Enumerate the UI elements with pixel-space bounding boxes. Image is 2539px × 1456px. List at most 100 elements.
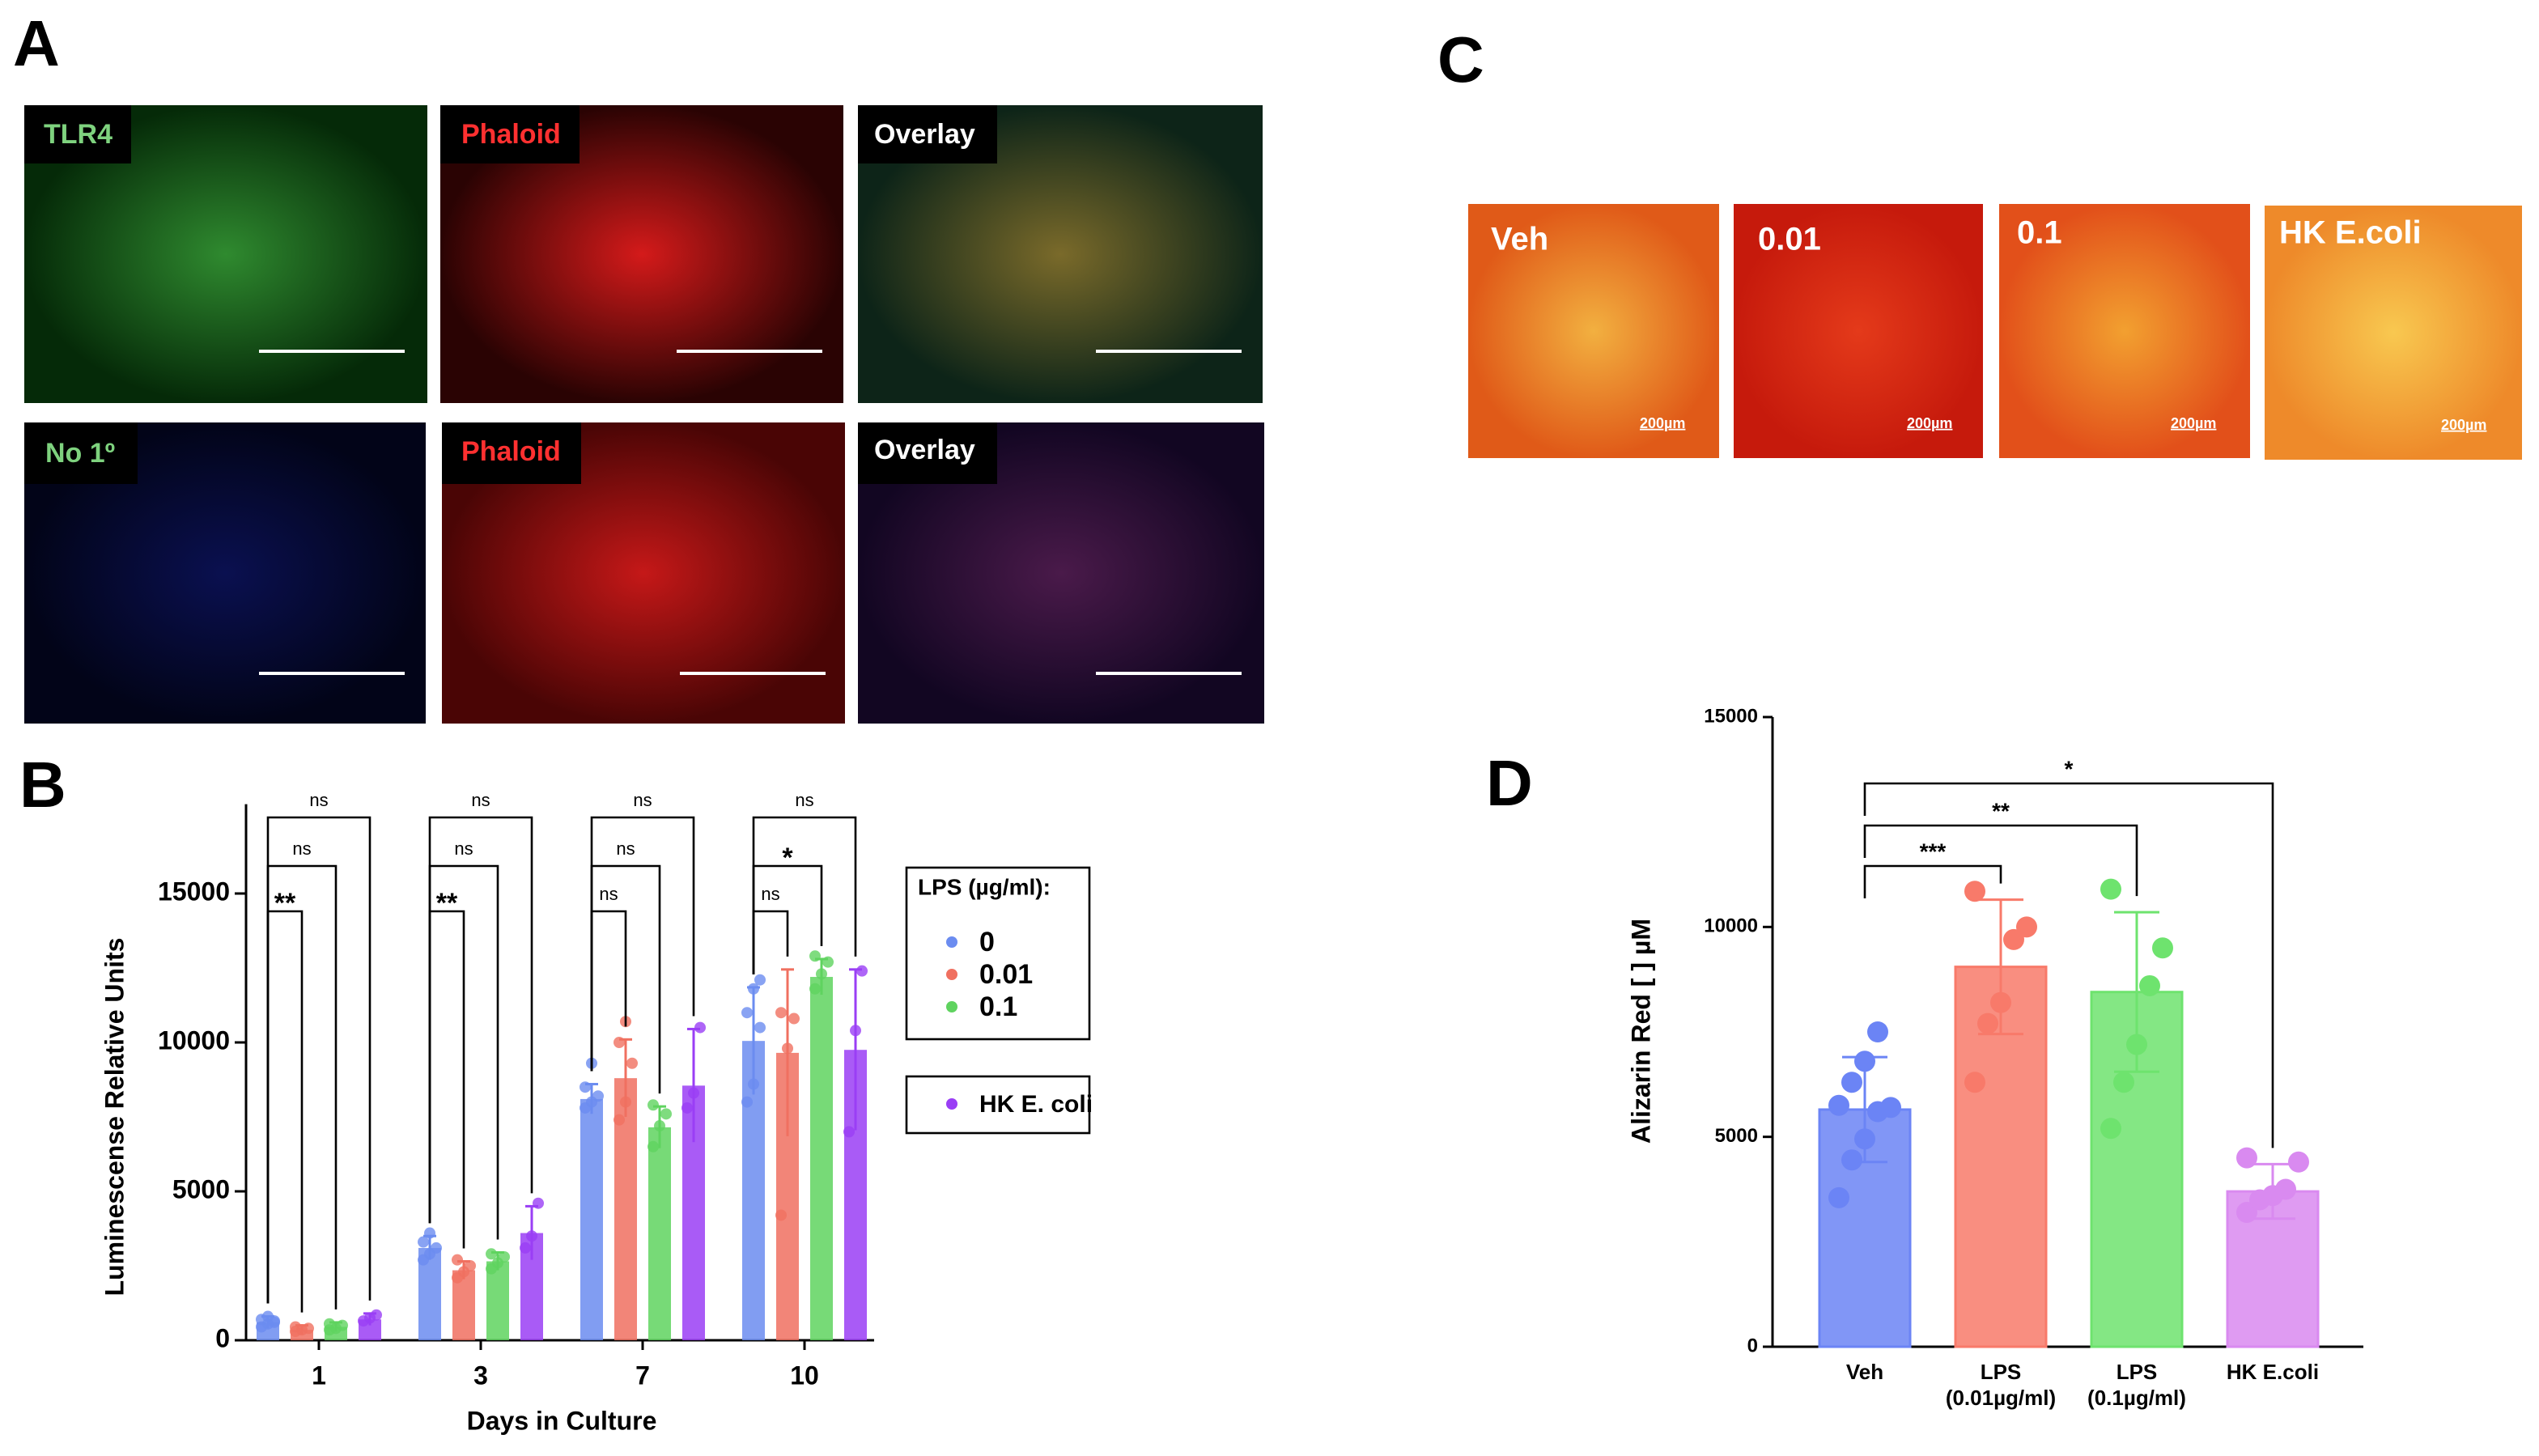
data-point [681, 1102, 693, 1114]
data-point [580, 1081, 591, 1093]
x-tick-label-box: Veh [1845, 1360, 1884, 1384]
significance-bracket [1863, 864, 2002, 898]
data-point [2152, 937, 2173, 959]
x-tick-label-box: LPS (0.01µg/ml) [1945, 1360, 2057, 1410]
data-point [1854, 1051, 1875, 1072]
data-point [1841, 1072, 1862, 1093]
data-point [2016, 916, 2037, 938]
data-point [614, 1114, 625, 1126]
data-point [526, 1230, 537, 1242]
y-tick-label: 5000 [172, 1174, 230, 1203]
data-point [809, 983, 821, 995]
image-label: Phaloid [461, 119, 561, 150]
bar [648, 1127, 671, 1340]
data-point [647, 1099, 659, 1111]
y-tick-label: 0 [215, 1323, 230, 1352]
data-point [775, 1209, 787, 1221]
y-tick-label: 0 [1747, 1335, 1758, 1356]
image-label: 0.1 [2017, 215, 2062, 251]
y-tick-label: 15000 [1704, 705, 1758, 727]
data-point [418, 1236, 429, 1248]
data-point [788, 1012, 800, 1025]
x-tick-label: LPS (0.01µg/ml) [1945, 1360, 2057, 1410]
x-tick-label-box: HK E.coli [2227, 1360, 2319, 1384]
x-tick-label: 3 [473, 1360, 488, 1390]
data-point [816, 968, 827, 980]
significance-bracket [266, 816, 372, 1304]
data-point [2236, 1147, 2257, 1169]
data-point [337, 1319, 348, 1331]
legend-box [905, 1075, 1091, 1135]
legend-label: 0 [979, 927, 995, 957]
x-tick-label: 10 [790, 1360, 819, 1390]
image-label: TLR4 [44, 119, 113, 150]
significance-bracket [428, 910, 465, 1249]
label-box [858, 422, 997, 484]
data-point [520, 1242, 531, 1254]
data-point [688, 1087, 699, 1099]
data-point [754, 974, 766, 986]
data-point [660, 1108, 672, 1120]
legend-label: 0.01 [979, 959, 1033, 990]
data-point [2003, 928, 2024, 950]
significance-bracket [428, 816, 533, 1224]
data-point [1990, 991, 2011, 1013]
data-point [269, 1315, 280, 1327]
data-point [2100, 878, 2121, 900]
legend-marker [946, 1001, 957, 1012]
x-tick-label: LPS (0.1µg/ml) [2087, 1360, 2186, 1410]
data-point [1867, 1021, 1888, 1042]
x-tick-label: 1 [312, 1360, 326, 1390]
significance-bracket [752, 910, 789, 974]
significance-bracket [590, 816, 695, 1072]
scale-bar-label: 200µm [2171, 415, 2216, 431]
data-point [626, 1057, 638, 1069]
data-point [452, 1254, 463, 1266]
legend-box [905, 866, 1091, 1041]
data-point [748, 983, 759, 995]
data-point [647, 1140, 659, 1152]
significance-bracket [266, 910, 304, 1313]
panel-letter: B [19, 749, 66, 821]
data-point [856, 965, 868, 977]
data-point [424, 1227, 435, 1239]
significance-label: ns [599, 884, 618, 904]
image-label: Overlay [874, 119, 975, 150]
panel-letter: D [1486, 747, 1533, 819]
significance-label: *** [1920, 838, 1947, 864]
significance-label: ** [274, 888, 296, 919]
data-point [850, 1025, 861, 1037]
data-point [1828, 1094, 1849, 1116]
significance-bracket [752, 816, 857, 974]
scale-bars [259, 350, 1242, 675]
stain-image [1734, 204, 1983, 458]
bar [580, 1098, 603, 1340]
stain-images: Veh 0.01 0.1 HK E.coli 200µm 200µm 200µm… [1468, 204, 2522, 460]
image-label: HK E.coli [2279, 215, 2422, 251]
legend-label: 0.1 [979, 991, 1017, 1022]
significance-bracket [1863, 824, 2138, 897]
x-tick-label: Veh [1845, 1360, 1884, 1384]
data-point [2275, 1178, 2296, 1200]
data-point [2126, 1034, 2147, 1055]
micrograph-grid: TLR4 Phaloid Overlay No 1º Phaloid Overl… [24, 105, 1264, 724]
data-point [592, 1090, 604, 1102]
data-point [465, 1260, 476, 1271]
data-point [741, 1096, 753, 1108]
legend-label: HK E. coli [979, 1091, 1093, 1118]
data-point [2139, 974, 2160, 996]
data-point [1828, 1186, 1849, 1208]
y-axis-label: Alizarin Red [ ] µM [1626, 919, 1655, 1144]
data-point [754, 1021, 766, 1034]
data-point [843, 1126, 855, 1138]
data-point [694, 1021, 706, 1034]
bar [810, 977, 833, 1340]
significance-bracket [1863, 782, 2274, 1148]
data-point [303, 1322, 314, 1335]
image-label: Phaloid [461, 436, 561, 467]
y-tick-label: 5000 [1715, 1125, 1758, 1147]
image-label: Veh [1491, 222, 1548, 257]
data-point [2236, 1202, 2257, 1224]
